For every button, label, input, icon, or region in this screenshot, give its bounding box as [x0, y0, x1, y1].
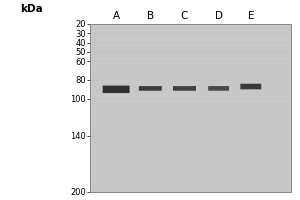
FancyBboxPatch shape — [139, 86, 162, 91]
Text: kDa: kDa — [20, 4, 42, 14]
FancyBboxPatch shape — [103, 86, 130, 93]
FancyBboxPatch shape — [208, 86, 229, 91]
FancyBboxPatch shape — [240, 84, 261, 89]
FancyBboxPatch shape — [173, 86, 196, 91]
